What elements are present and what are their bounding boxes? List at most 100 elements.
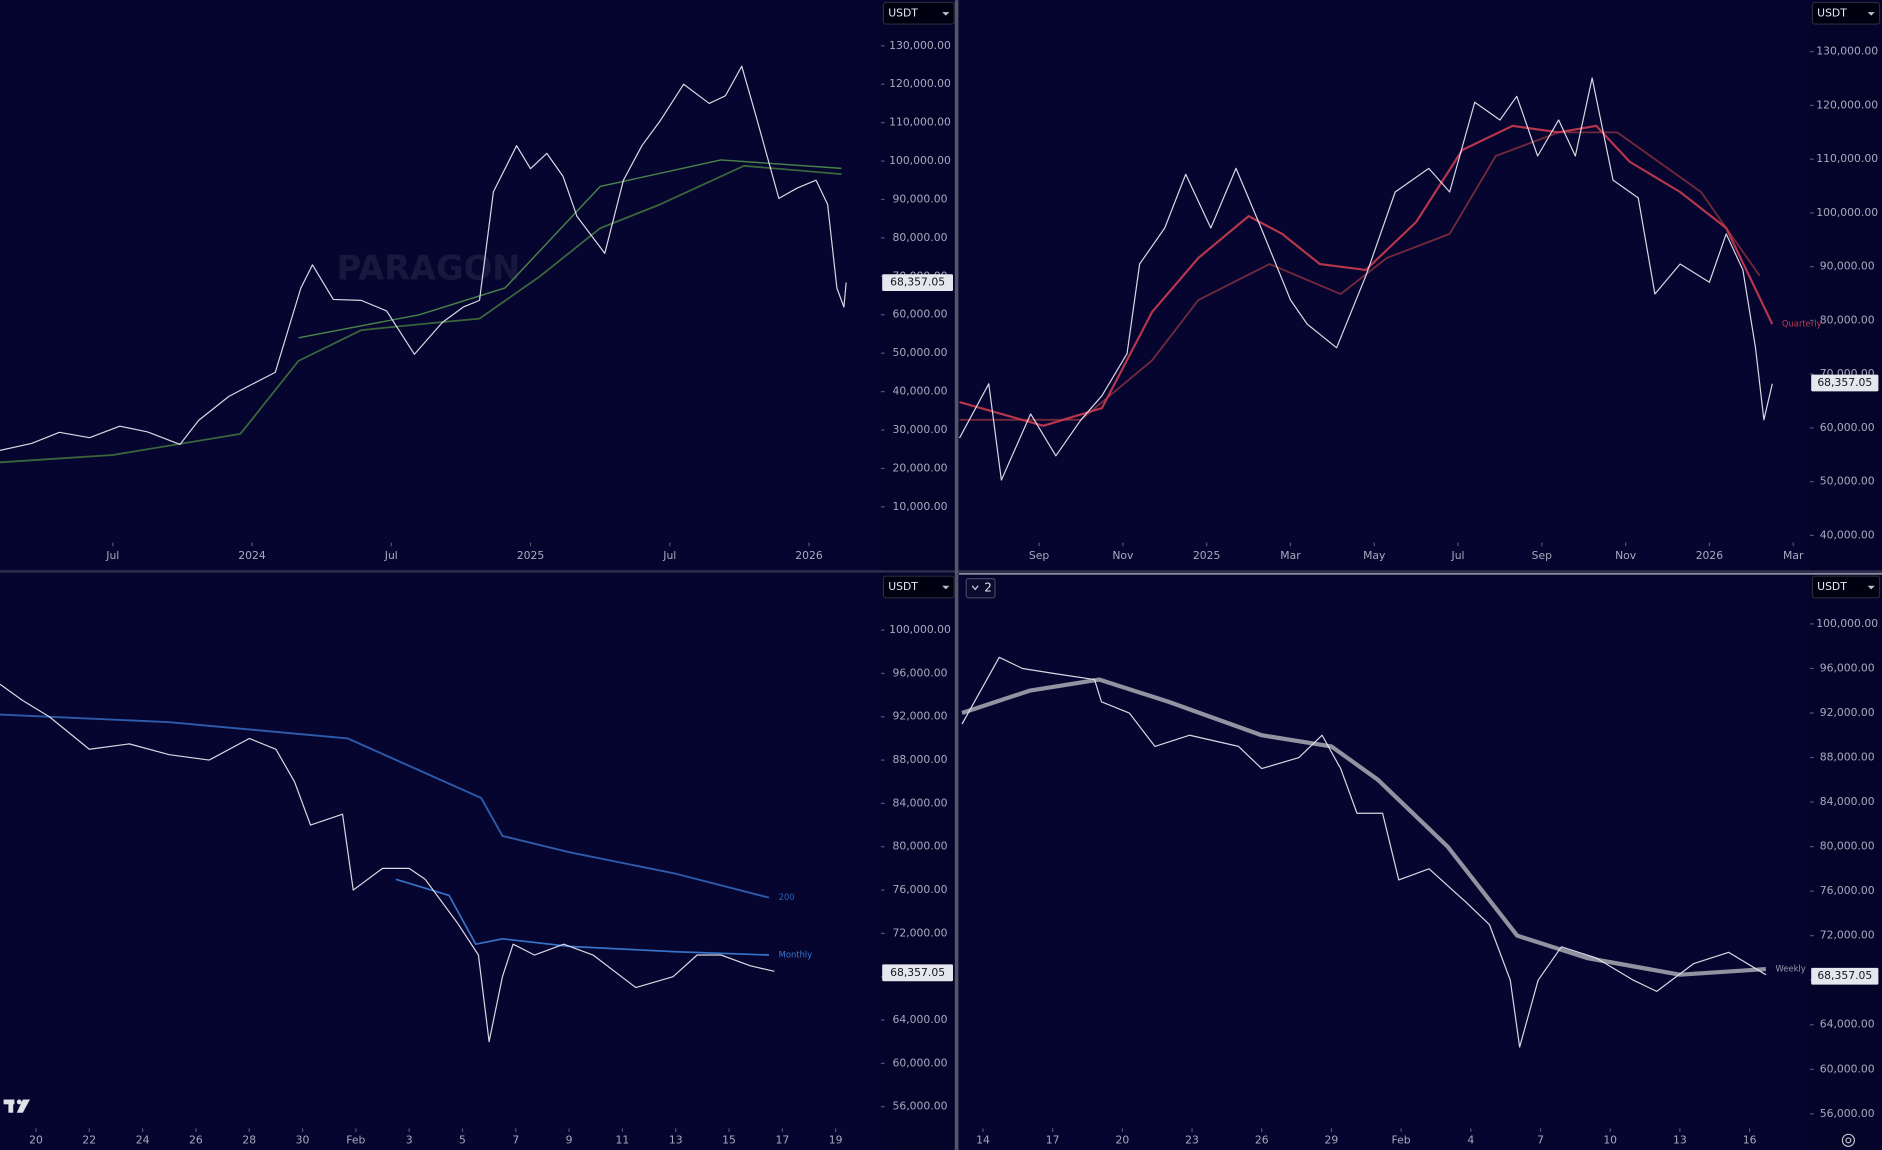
- x-tick-label: 19: [829, 1133, 843, 1146]
- y-tick-label: 60,000.00: [893, 1056, 948, 1069]
- y-tick-label: 64,000.00: [893, 1013, 948, 1026]
- x-tick-label: 11: [616, 1133, 630, 1146]
- y-tick-label: 76,000.00: [1820, 884, 1875, 897]
- y-tick-label: 90,000.00: [893, 192, 948, 205]
- x-tick-label: Sep: [1532, 549, 1552, 562]
- x-tick-label: 13: [669, 1133, 683, 1146]
- x-tick-label: Mar: [1783, 549, 1804, 562]
- price-line: [395, 878, 770, 956]
- x-tick-label: 2026: [795, 549, 823, 562]
- last-price-box: [1811, 967, 1879, 985]
- y-tick-label: 100,000.00: [889, 154, 951, 167]
- last-price-label: 68,357.05: [890, 276, 945, 289]
- x-tick-label: Jul: [1451, 549, 1465, 562]
- badge-caret: [971, 585, 979, 591]
- y-tick-label: 50,000.00: [893, 346, 948, 359]
- currency-selector: [882, 575, 955, 599]
- x-tick-label: 20: [1115, 1133, 1129, 1146]
- y-tick-label: 30,000.00: [893, 423, 948, 436]
- last-price-label: 68,357.05: [1817, 969, 1872, 982]
- price-line: [961, 656, 1767, 1048]
- y-tick-label: 92,000.00: [1820, 706, 1875, 719]
- price-axis: [1809, 0, 1882, 571]
- y-tick-label: 40,000.00: [1820, 528, 1875, 541]
- y-tick-label: 84,000.00: [893, 796, 948, 809]
- currency-selector: [1811, 575, 1881, 599]
- dropdown-caret: [1867, 12, 1875, 16]
- currency-selector: [882, 1, 955, 25]
- last-price-box: [1811, 374, 1879, 392]
- price-line: [0, 683, 775, 1043]
- x-tick-label: 24: [136, 1133, 150, 1146]
- x-tick-label: 23: [1185, 1133, 1199, 1146]
- pane: [958, 77, 1774, 481]
- y-tick-label: 120,000.00: [889, 77, 951, 90]
- y-tick-label: 88,000.00: [893, 753, 948, 766]
- settings-icon[interactable]: [1841, 1133, 1855, 1147]
- x-tick-label: Jul: [662, 549, 676, 562]
- price-line: [298, 159, 842, 339]
- y-tick-label: 100,000.00: [1816, 206, 1878, 219]
- currency-label: USDT: [888, 6, 918, 19]
- x-tick-label: 26: [1255, 1133, 1269, 1146]
- series-label: Weekly: [1775, 964, 1805, 974]
- y-tick-label: 130,000.00: [889, 39, 951, 52]
- x-tick-label: 2024: [238, 549, 266, 562]
- last-price-box: [882, 274, 954, 292]
- x-tick-label: 28: [242, 1133, 256, 1146]
- price-line: [959, 124, 1774, 427]
- y-tick-label: 110,000.00: [1816, 152, 1878, 165]
- x-tick-label: Nov: [1615, 549, 1637, 562]
- pane-badge: [965, 578, 996, 599]
- y-tick-label: 80,000.00: [893, 231, 948, 244]
- last-price-label: 68,357.05: [1817, 376, 1872, 389]
- series-label: Quarterly: [1782, 319, 1822, 329]
- y-tick-label: 80,000.00: [1820, 313, 1875, 326]
- y-tick-label: 80,000.00: [1820, 840, 1875, 853]
- x-tick-label: 17: [1046, 1133, 1060, 1146]
- currency-label: USDT: [888, 580, 918, 593]
- x-tick-label: 5: [459, 1133, 466, 1146]
- last-price-box: [882, 964, 954, 982]
- y-tick-label: 64,000.00: [1820, 1018, 1875, 1031]
- dropdown-caret: [942, 12, 950, 16]
- y-tick-label: 84,000.00: [1820, 795, 1875, 808]
- x-tick-label: 17: [775, 1133, 789, 1146]
- currency-selector: [1811, 1, 1881, 25]
- x-tick-label: 2025: [517, 549, 544, 562]
- x-tick-label: 9: [566, 1133, 573, 1146]
- pane: PARAGON: [0, 65, 847, 464]
- price-line: [0, 164, 842, 464]
- y-tick-label: 60,000.00: [893, 308, 948, 321]
- x-tick-label: 26: [189, 1133, 203, 1146]
- x-tick-label: 7: [1537, 1133, 1544, 1146]
- x-tick-label: Nov: [1112, 549, 1134, 562]
- tradingview-logo: [3, 1099, 31, 1113]
- dropdown-caret: [1867, 585, 1875, 590]
- y-tick-label: 10,000.00: [893, 500, 948, 513]
- dropdown-caret: [942, 585, 950, 590]
- y-tick-label: 60,000.00: [1820, 421, 1875, 434]
- x-tick-label: 4: [1467, 1133, 1474, 1146]
- price-line: [959, 131, 1761, 421]
- x-tick-label: Sep: [1029, 549, 1049, 562]
- y-tick-label: 80,000.00: [893, 840, 948, 853]
- price-line: [958, 77, 1773, 481]
- price-line: [0, 713, 770, 899]
- x-tick-label: 16: [1743, 1133, 1757, 1146]
- x-tick-label: 29: [1325, 1133, 1339, 1146]
- y-tick-label: 130,000.00: [1816, 45, 1878, 58]
- y-tick-label: 76,000.00: [893, 883, 948, 896]
- y-tick-label: 90,000.00: [1820, 260, 1875, 273]
- y-tick-label: 72,000.00: [1820, 929, 1875, 942]
- price-axis: [880, 573, 957, 1150]
- y-tick-label: 60,000.00: [1820, 1062, 1875, 1075]
- y-tick-label: 96,000.00: [893, 666, 948, 679]
- y-tick-label: 88,000.00: [1820, 751, 1875, 764]
- y-tick-label: 56,000.00: [1820, 1107, 1875, 1120]
- x-tick-label: 30: [296, 1133, 310, 1146]
- y-tick-label: 100,000.00: [889, 623, 951, 636]
- y-tick-label: 56,000.00: [893, 1100, 948, 1113]
- y-tick-label: 92,000.00: [893, 710, 948, 723]
- series-label: 200: [779, 892, 795, 902]
